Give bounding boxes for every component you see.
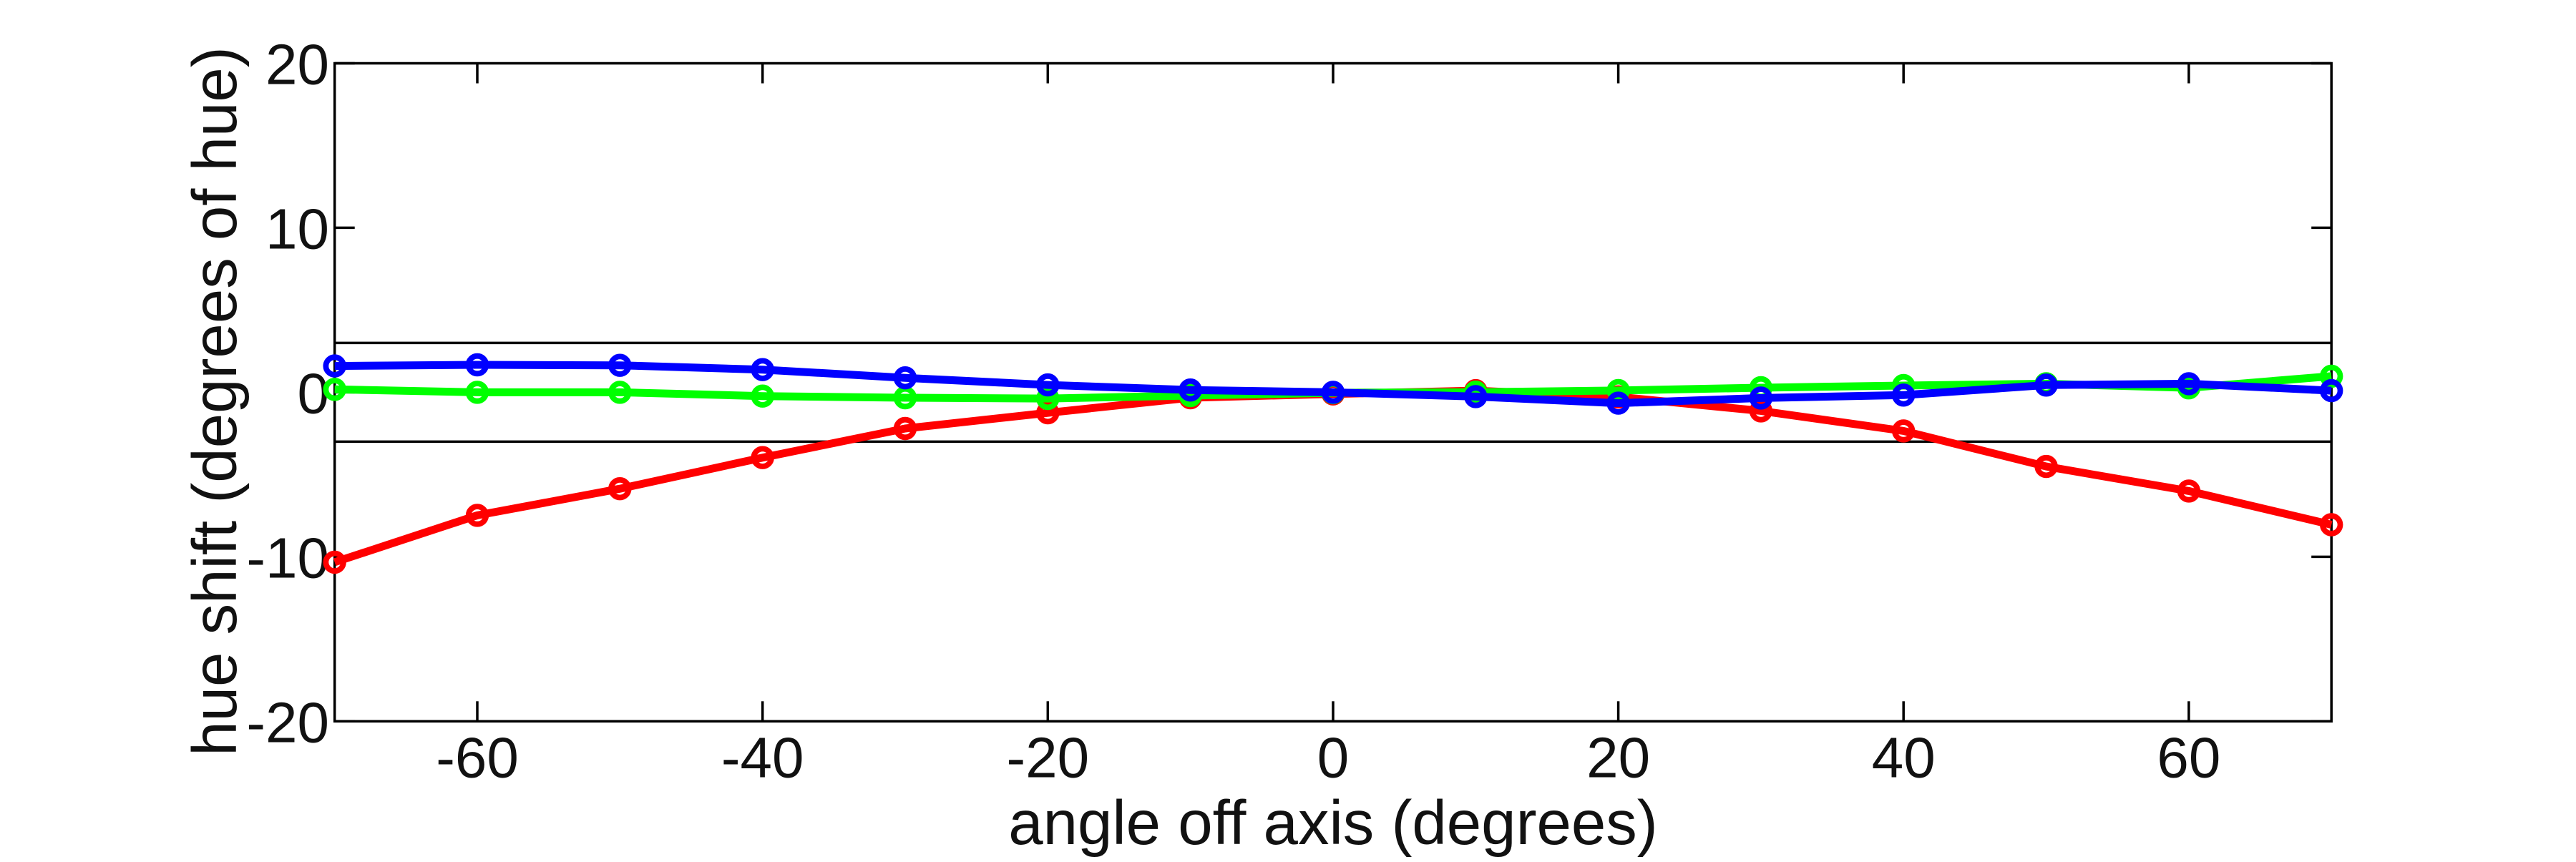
svg-text:-20: -20 [1006,726,1089,790]
svg-text:10: 10 [265,197,329,260]
svg-text:-40: -40 [721,726,804,790]
svg-text:hue shift (degrees of hue): hue shift (degrees of hue) [180,46,250,755]
svg-text:-20: -20 [246,690,329,754]
svg-text:-10: -10 [246,526,329,589]
svg-text:40: 40 [1872,726,1936,790]
svg-text:angle off axis (degrees): angle off axis (degrees) [1008,788,1658,858]
svg-text:-60: -60 [436,726,519,790]
svg-text:0: 0 [1317,726,1350,790]
svg-text:60: 60 [2157,726,2220,790]
svg-text:20: 20 [265,33,329,97]
svg-text:20: 20 [1586,726,1650,790]
